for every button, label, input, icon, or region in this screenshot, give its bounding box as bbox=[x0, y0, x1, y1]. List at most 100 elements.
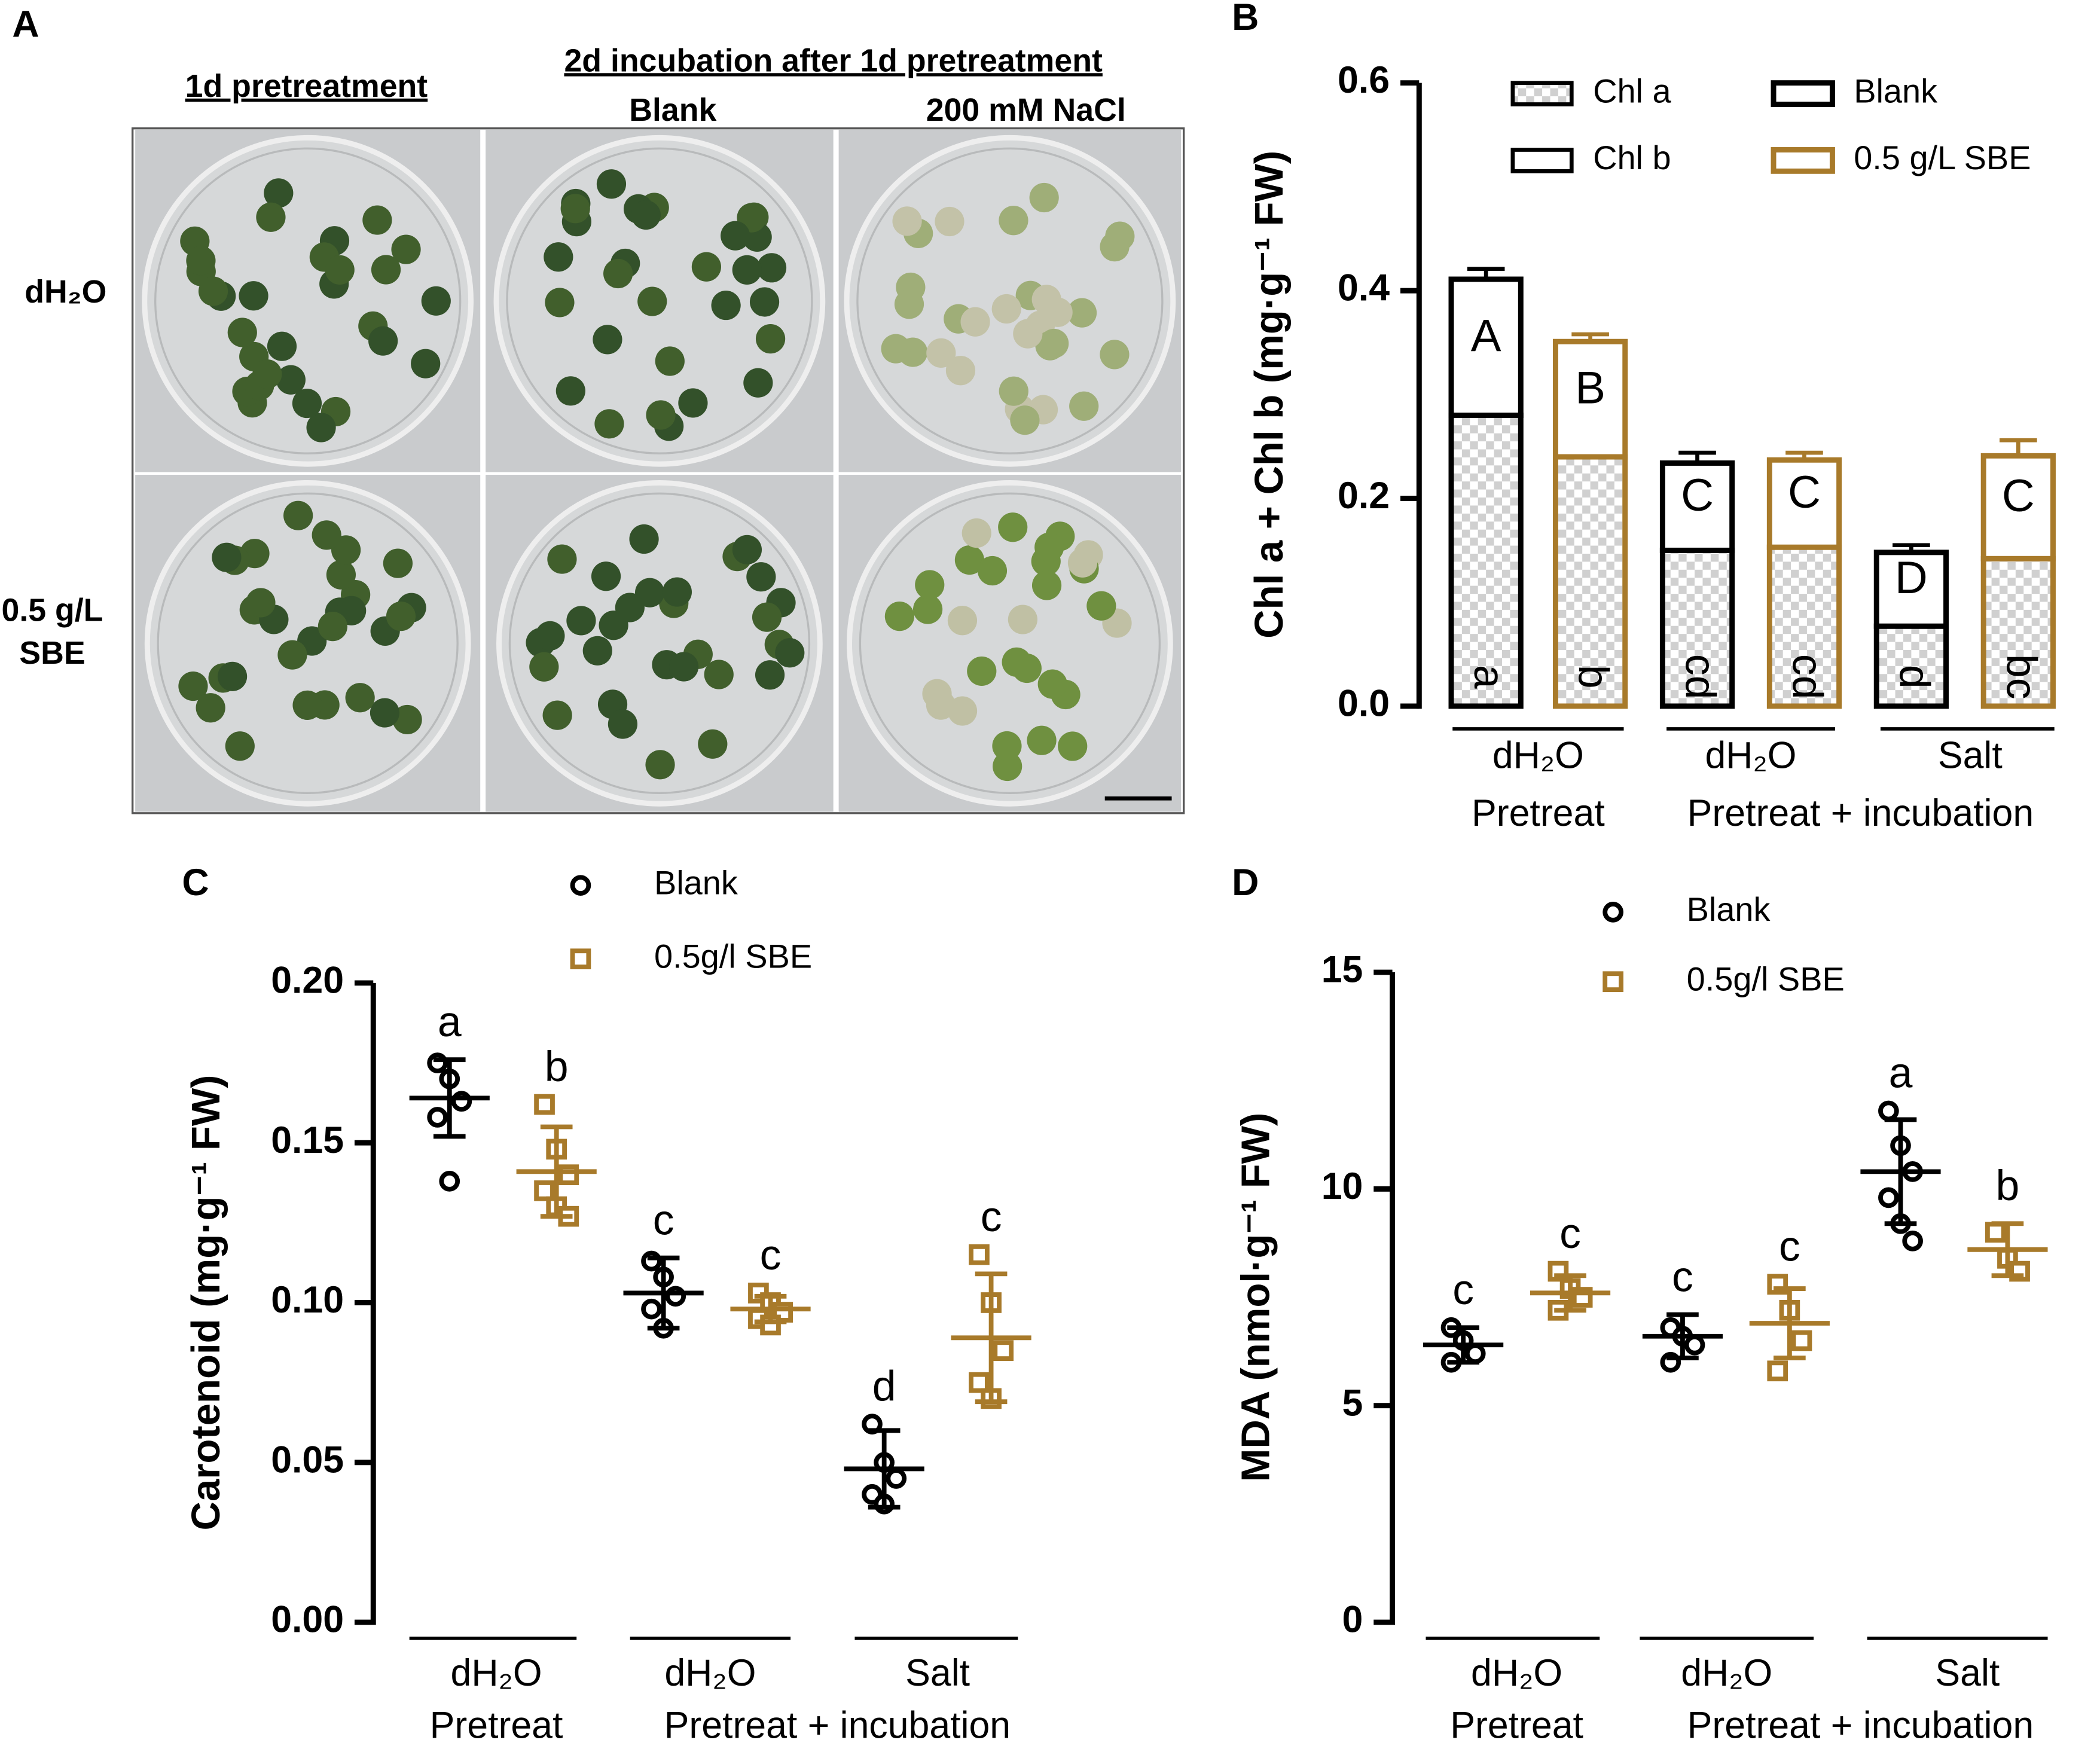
data-point bbox=[427, 1107, 448, 1128]
y-tick-label: 5 bbox=[1342, 1382, 1363, 1424]
leaf-disc bbox=[544, 242, 573, 272]
data-point bbox=[969, 1372, 990, 1393]
leaf-disc bbox=[998, 512, 1028, 542]
significance-letter: c bbox=[1559, 1210, 1581, 1257]
data-point bbox=[886, 1468, 907, 1489]
data-point bbox=[1902, 1231, 1923, 1252]
legend-label: 0.5 g/L SBE bbox=[1854, 139, 2031, 176]
sd-bar bbox=[754, 1293, 787, 1324]
x-supercategory-label: Pretreat + incubation bbox=[664, 1704, 1011, 1746]
leaf-disc bbox=[178, 671, 208, 701]
legend-swatch bbox=[1510, 81, 1574, 106]
significance-letter: C bbox=[2002, 471, 2035, 521]
leaf-disc bbox=[370, 698, 400, 728]
significance-letter: b bbox=[545, 1043, 569, 1091]
x-supercategory-label: Pretreat + incubation bbox=[1687, 1704, 2034, 1746]
leaf-disc bbox=[704, 660, 734, 689]
leaf-disc bbox=[1008, 605, 1037, 634]
leaf-disc bbox=[545, 288, 575, 318]
panel-letter: C bbox=[182, 862, 209, 904]
data-point bbox=[641, 1298, 662, 1320]
leaf-disc bbox=[655, 346, 685, 376]
x-category-label: dH₂O bbox=[1492, 735, 1584, 777]
leaf-disc bbox=[292, 690, 322, 720]
significance-letter: c bbox=[1672, 1253, 1693, 1301]
leaf-disc bbox=[629, 524, 659, 554]
leaf-disc bbox=[926, 338, 956, 368]
leaf-disc bbox=[746, 562, 776, 592]
leaf-disc bbox=[566, 606, 596, 636]
leaf-disc bbox=[1029, 182, 1059, 213]
significance-letter: d bbox=[1890, 665, 1938, 689]
data-point bbox=[534, 1094, 555, 1115]
leaf-disc bbox=[947, 696, 978, 726]
leaf-disc bbox=[935, 206, 964, 237]
leaf-disc bbox=[912, 594, 943, 624]
x-supercategory-label: Pretreat bbox=[430, 1704, 563, 1746]
y-tick-label: 10 bbox=[1321, 1165, 1363, 1207]
y-axis-label: Carotenoid (mg·g⁻¹ FW) bbox=[184, 1075, 228, 1531]
legend-marker bbox=[1603, 971, 1623, 993]
leaf-disc bbox=[669, 652, 699, 682]
y-tick-label: 0.15 bbox=[271, 1119, 344, 1161]
significance-letter: D bbox=[1895, 553, 1928, 603]
data-point bbox=[641, 1250, 662, 1272]
leaf-disc bbox=[267, 331, 297, 361]
significance-letter: c bbox=[981, 1193, 1002, 1241]
x-category-label: Salt bbox=[905, 1652, 970, 1694]
sd-bar bbox=[1774, 1286, 1806, 1360]
data-point bbox=[1547, 1260, 1569, 1282]
leaf-disc bbox=[1100, 232, 1130, 262]
leaf-disc bbox=[945, 356, 976, 386]
leaf-disc bbox=[1058, 731, 1088, 761]
legend-label: 0.5g/l SBE bbox=[1687, 960, 1845, 997]
y-tick-label: 0.0 bbox=[1338, 682, 1390, 724]
leaf-disc bbox=[535, 621, 565, 651]
petri-dish-rim bbox=[856, 147, 1164, 454]
panel-letter: B bbox=[1232, 0, 1259, 38]
significance-letter: c bbox=[1779, 1223, 1800, 1271]
leaf-disc bbox=[411, 349, 441, 379]
legend-marker bbox=[570, 948, 591, 970]
leaf-disc bbox=[732, 535, 762, 564]
leaf-disc bbox=[631, 200, 661, 230]
error-bar bbox=[1678, 450, 1716, 463]
data-point bbox=[534, 1180, 555, 1201]
leaf-disc bbox=[277, 640, 307, 670]
significance-letter: b bbox=[1996, 1162, 2020, 1210]
x-category-label: Salt bbox=[1938, 735, 2003, 777]
leaf-disc bbox=[992, 731, 1022, 761]
leaf-disc bbox=[560, 194, 590, 224]
sd-bar bbox=[1884, 1117, 1917, 1226]
leaf-disc bbox=[698, 729, 728, 759]
leaf-disc bbox=[962, 518, 991, 548]
sd-bar bbox=[868, 1428, 901, 1510]
leaf-disc bbox=[318, 612, 347, 642]
data-point bbox=[1464, 1343, 1486, 1365]
leaf-disc bbox=[529, 652, 559, 682]
y-tick-label: 0 bbox=[1342, 1599, 1363, 1641]
leaf-disc bbox=[196, 693, 225, 723]
leaf-disc bbox=[421, 286, 451, 316]
data-point bbox=[451, 1091, 472, 1112]
x-category-label: Salt bbox=[1935, 1652, 2000, 1694]
leaf-disc bbox=[755, 660, 785, 690]
bar-segment bbox=[1448, 413, 1524, 709]
leaf-disc bbox=[749, 287, 780, 317]
bar-segment bbox=[1552, 454, 1628, 709]
leaf-disc bbox=[991, 294, 1021, 324]
sd-bar bbox=[975, 1271, 1008, 1405]
sd-bar bbox=[1991, 1221, 2024, 1278]
leaf-disc bbox=[186, 246, 216, 276]
legend-swatch bbox=[1771, 147, 1835, 174]
leaf-disc bbox=[325, 255, 355, 285]
leaf-disc bbox=[391, 234, 421, 264]
leaf-disc bbox=[306, 413, 336, 442]
y-tick-label: 0.6 bbox=[1338, 59, 1390, 101]
leaf-disc bbox=[637, 286, 667, 316]
significance-letter: cd bbox=[1677, 654, 1724, 700]
y-tick-label: 0.05 bbox=[271, 1439, 344, 1481]
x-category-label: dH₂O bbox=[664, 1652, 756, 1694]
header: 1d pretreatment bbox=[185, 68, 428, 104]
x-supercategory-label: Pretreat bbox=[1472, 792, 1605, 834]
